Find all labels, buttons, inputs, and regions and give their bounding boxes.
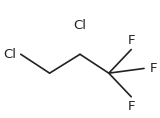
Text: Cl: Cl xyxy=(73,19,87,32)
Text: F: F xyxy=(150,62,157,75)
Text: F: F xyxy=(128,100,135,113)
Text: F: F xyxy=(128,34,135,47)
Text: Cl: Cl xyxy=(3,48,16,61)
